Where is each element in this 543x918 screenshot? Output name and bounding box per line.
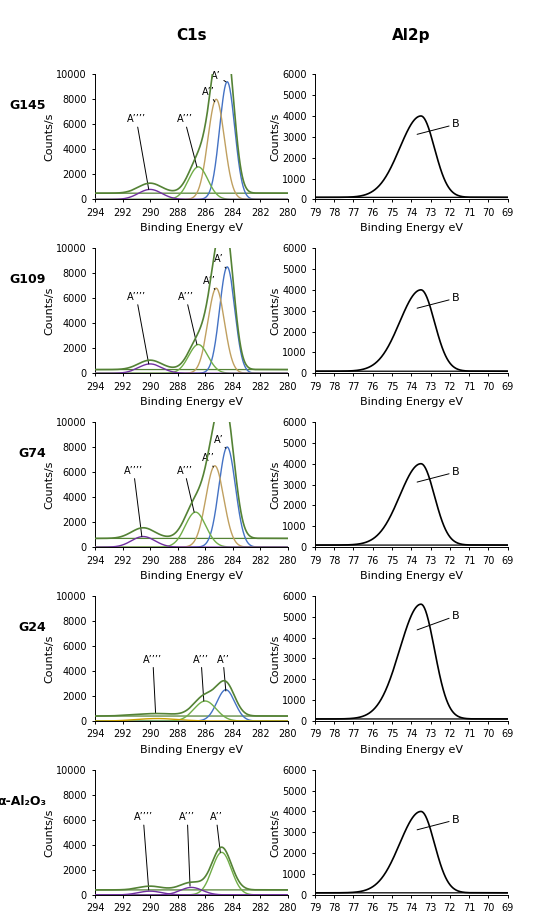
Text: A’’’: A’’’ <box>193 655 209 701</box>
X-axis label: Binding Energy eV: Binding Energy eV <box>360 223 463 233</box>
Text: B: B <box>417 467 459 482</box>
Text: G109: G109 <box>10 273 46 285</box>
Text: A’’: A’’ <box>201 453 214 467</box>
Text: α-Al₂O₃: α-Al₂O₃ <box>0 794 46 808</box>
X-axis label: Binding Energy eV: Binding Energy eV <box>140 223 243 233</box>
X-axis label: Binding Energy eV: Binding Energy eV <box>360 744 463 755</box>
Text: B: B <box>417 293 459 308</box>
Y-axis label: Counts/s: Counts/s <box>45 634 55 683</box>
Text: A’’: A’’ <box>210 812 223 852</box>
Text: A’’’’: A’’’’ <box>134 812 153 890</box>
Text: B: B <box>417 815 459 830</box>
Text: A’’’’: A’’’’ <box>143 655 162 713</box>
Y-axis label: Counts/s: Counts/s <box>45 808 55 856</box>
X-axis label: Binding Energy eV: Binding Energy eV <box>140 571 243 581</box>
Text: A’’’’: A’’’’ <box>124 465 143 536</box>
X-axis label: Binding Energy eV: Binding Energy eV <box>140 397 243 408</box>
Y-axis label: Counts/s: Counts/s <box>45 113 55 161</box>
Text: A’: A’ <box>211 71 226 82</box>
Text: G145: G145 <box>10 99 46 112</box>
Text: Al2p: Al2p <box>392 28 431 42</box>
Text: A’’’: A’’’ <box>176 465 194 512</box>
Y-axis label: Counts/s: Counts/s <box>270 461 281 509</box>
X-axis label: Binding Energy eV: Binding Energy eV <box>140 744 243 755</box>
Text: G24: G24 <box>18 621 46 633</box>
Text: C1s: C1s <box>176 28 207 42</box>
Text: A’’’: A’’’ <box>178 292 197 344</box>
Text: B: B <box>417 610 459 630</box>
Text: A’’’: A’’’ <box>176 115 197 167</box>
Text: A’’’’: A’’’’ <box>127 292 149 364</box>
Text: G74: G74 <box>18 447 46 460</box>
Y-axis label: Counts/s: Counts/s <box>45 461 55 509</box>
Y-axis label: Counts/s: Counts/s <box>45 286 55 335</box>
Text: B: B <box>417 119 459 134</box>
Text: A’’’’: A’’’’ <box>127 115 149 189</box>
Y-axis label: Counts/s: Counts/s <box>270 634 281 683</box>
Text: A’’: A’’ <box>203 275 216 289</box>
Y-axis label: Counts/s: Counts/s <box>270 286 281 335</box>
Text: A’’: A’’ <box>201 87 215 102</box>
Text: A’’’: A’’’ <box>179 812 195 886</box>
Text: A’’: A’’ <box>217 655 230 691</box>
Y-axis label: Counts/s: Counts/s <box>270 808 281 856</box>
Text: A’: A’ <box>214 254 226 268</box>
X-axis label: Binding Energy eV: Binding Energy eV <box>360 571 463 581</box>
Text: A’: A’ <box>214 434 226 448</box>
Y-axis label: Counts/s: Counts/s <box>270 113 281 161</box>
X-axis label: Binding Energy eV: Binding Energy eV <box>360 397 463 408</box>
